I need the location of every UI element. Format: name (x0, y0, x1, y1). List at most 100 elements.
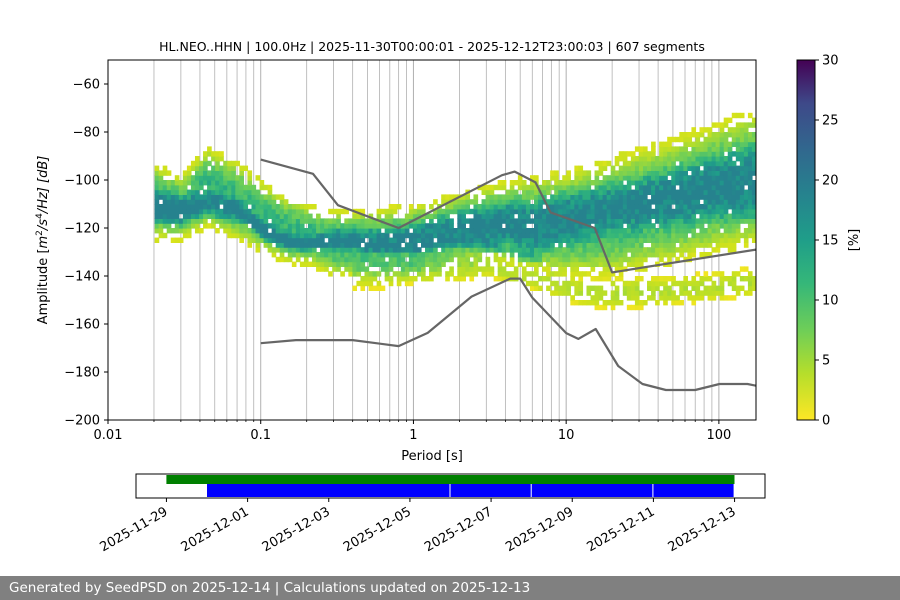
ppsd-cell (433, 208, 438, 215)
ppsd-cell (445, 252, 450, 258)
ppsd-cell (751, 122, 756, 128)
ppsd-cell (687, 180, 693, 186)
ppsd-cell (356, 256, 362, 263)
ppsd-cell (408, 242, 414, 248)
ppsd-cell (707, 199, 713, 205)
ppsd-cell (634, 285, 640, 291)
ppsd-cell (453, 228, 458, 234)
ppsd-cell (614, 170, 620, 176)
ppsd-cell (542, 228, 547, 234)
ppsd-cell (586, 252, 592, 258)
ppsd-cell (461, 208, 466, 215)
ppsd-cell (743, 204, 749, 210)
ppsd-cell (534, 266, 539, 272)
ppsd-cell (715, 189, 721, 195)
ppsd-cell (203, 175, 208, 181)
ppsd-cell (529, 285, 535, 291)
ppsd-cell (590, 189, 596, 195)
ppsd-cell (376, 213, 382, 219)
ppsd-cell (497, 256, 503, 263)
ppsd-cell (465, 199, 471, 205)
ppsd-cell (715, 160, 721, 167)
ppsd-cell (421, 208, 426, 215)
ppsd-cell (594, 242, 600, 248)
ppsd-cell (711, 271, 717, 277)
ppsd-cell (279, 199, 285, 205)
ppsd-cell (590, 228, 596, 234)
ppsd-cell (578, 300, 584, 306)
ppsd-cell (259, 199, 265, 205)
ppsd-cell (384, 232, 390, 239)
colorbar-tick-label: 0 (822, 414, 830, 429)
ppsd-cell (162, 223, 168, 229)
ppsd-cell (493, 237, 499, 243)
ppsd-cell (529, 180, 535, 186)
ppsd-cell (723, 170, 729, 176)
ppsd-cell (449, 242, 454, 248)
ppsd-cell (247, 218, 253, 224)
ppsd-cell (542, 194, 547, 200)
ppsd-cell (505, 194, 511, 200)
ppsd-cell (521, 252, 527, 258)
ppsd-cell (626, 261, 632, 267)
ppsd-cell (695, 237, 701, 243)
ppsd-cell (429, 232, 434, 239)
ppsd-cell (622, 156, 628, 162)
ppsd-cell (570, 247, 575, 253)
ppsd-cell (739, 276, 745, 282)
ppsd-cell (739, 199, 745, 205)
ppsd-cell (711, 285, 717, 291)
ppsd-cell (719, 146, 725, 152)
ppsd-cell (425, 276, 430, 282)
ppsd-cell (546, 213, 551, 219)
ppsd-cell (207, 146, 212, 152)
ppsd-cell (634, 247, 640, 253)
ppsd-cell (586, 271, 592, 277)
ppsd-cell (707, 184, 713, 191)
ppsd-cell (558, 184, 563, 191)
ppsd-cell (614, 252, 620, 258)
ppsd-cell (659, 242, 664, 248)
ppsd-cell (562, 266, 567, 272)
ppsd-cell (525, 208, 531, 215)
ppsd-cell (618, 237, 624, 243)
ppsd-cell (251, 228, 257, 234)
ppsd-cell (582, 247, 588, 253)
ppsd-cell (566, 199, 571, 205)
ppsd-cell (747, 213, 753, 219)
ppsd-cell (735, 112, 741, 119)
ppsd-cell (663, 208, 668, 215)
ppsd-cell (739, 218, 745, 224)
ppsd-cell (505, 204, 511, 210)
ppsd-cell (348, 228, 353, 234)
ppsd-cell (699, 237, 705, 243)
ppsd-cell (659, 223, 664, 229)
ppsd-cell (727, 199, 733, 205)
ppsd-cell (392, 256, 398, 263)
ppsd-cell (663, 204, 668, 210)
ppsd-cell (723, 160, 729, 167)
ppsd-cell (594, 252, 600, 258)
ppsd-cell (356, 271, 362, 277)
ppsd-cell (606, 300, 612, 306)
date-tick-label: 2025-11-29 (97, 504, 170, 555)
ppsd-cell (687, 194, 693, 200)
ppsd-cell (638, 189, 644, 195)
ppsd-cell (178, 180, 184, 186)
ppsd-cell (162, 218, 168, 224)
ppsd-cell (247, 232, 253, 239)
ppsd-cell (655, 228, 660, 234)
ppsd-cell (307, 261, 313, 267)
ppsd-cell (739, 208, 745, 215)
ppsd-cell (711, 247, 717, 253)
ppsd-cell (469, 199, 475, 205)
ppsd-cell (735, 132, 741, 138)
y-axis-label: Amplitude [m2/s4/Hz] [dB] (35, 156, 51, 325)
ppsd-cell (469, 232, 475, 239)
ppsd-cell (727, 204, 733, 210)
ppsd-cell (695, 223, 701, 229)
ppsd-cell (312, 232, 317, 239)
ppsd-cell (606, 256, 612, 263)
ppsd-cell (675, 232, 680, 239)
ppsd-cell (336, 213, 341, 219)
